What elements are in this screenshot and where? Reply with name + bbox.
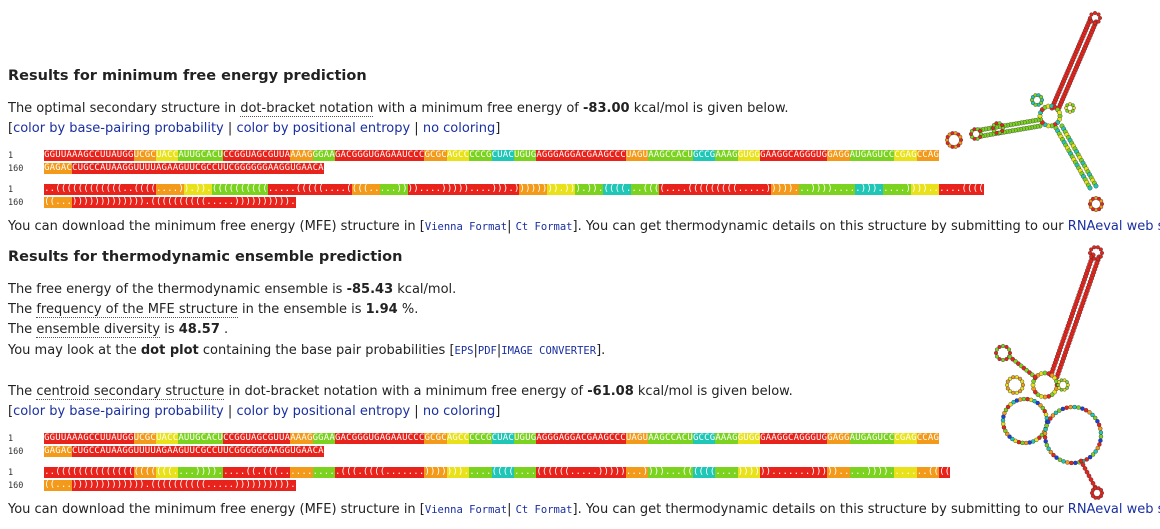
download-text-post: ]. You can get thermodynamic details on … [572,219,1064,234]
centroid-sequence-line-2: GAGACCUGCCAUAAGGUUUUAGAAGUUCGCCUUCGGGGGG… [44,446,324,457]
mfe-seq-num-2: 160 [8,164,24,174]
vienna-format-link[interactable]: Vienna Format [424,221,508,233]
frequency-link[interactable]: frequency of the MFE structure [36,302,238,318]
frequency-mid: in the ensemble is [241,302,362,317]
pdf-link[interactable]: PDF [477,345,497,357]
eps-link[interactable]: EPS [454,345,474,357]
ensemble-diversity-link[interactable]: ensemble diversity [36,322,161,338]
download-text: You can download the minimum free energy… [8,219,425,234]
ensemble-energy-value: -85.43 [346,282,394,297]
bracket-open: [ [8,404,14,419]
mfe-intro-mid: with a minimum free energy of [377,101,579,116]
diversity-mid: is [164,322,175,337]
mfe-dotbracket-line-2: ((...))))))))))))).((((((((((.....))))))… [44,197,296,208]
mfe-structure-drawing[interactable] [940,8,1110,214]
bracket-close: ] [495,404,501,419]
separator: | [473,343,478,358]
dot-bracket-link[interactable]: dot-bracket notation [240,101,374,117]
separator: | [507,219,512,234]
image-converter-link[interactable]: IMAGE CONVERTER [501,345,597,357]
mfe-intro: The optimal secondary structure in dot-b… [8,101,789,117]
centroid-rnaeval-link[interactable]: RNAeval web server [1067,502,1160,517]
ensemble-text: The free energy of the thermodynamic ens… [8,282,343,297]
color-by-probability-link[interactable]: color by base-pairing probability [13,121,224,136]
centroid-link[interactable]: centroid secondary structure [36,384,225,400]
centroid-color-by-probability-link[interactable]: color by base-pairing probability [13,404,224,419]
bracket-close: ] [495,121,501,136]
centroid-intro: The centroid secondary structure in dot-… [8,384,793,400]
mfe-seq-num-1: 1 [8,151,14,161]
separator: | [507,502,512,517]
separator: | [227,121,233,136]
mfe-sequence-line-2: GAGACCUGCCAUAAGGUUUUAGAAGUUCGCCUUCGGGGGG… [44,163,324,174]
centroid-db-num-1: 1 [8,468,14,478]
dotplot-mid: containing the base pair probabilities [ [202,343,455,358]
frequency-post: %. [401,302,419,317]
ct-format-link[interactable]: Ct Format [515,221,573,233]
mfe-sequence-line-1: GGUUAAAGCCUUAUGGUCGCUACCAUUGCACUCCGGUAGC… [44,150,939,161]
centroid-post: kcal/mol is given below. [637,384,793,399]
diversity-text: The [8,322,33,337]
centroid-seq-num-2: 160 [8,447,24,457]
centroid-vienna-format-link[interactable]: Vienna Format [424,504,508,516]
mfe-download-line: You can download the minimum free energy… [8,219,1160,235]
centroid-color-by-entropy-link[interactable]: color by positional entropy [236,404,411,419]
frequency-text: The [8,302,33,317]
mfe-intro-text: The optimal secondary structure in [8,101,237,116]
color-by-entropy-link[interactable]: color by positional entropy [236,121,411,136]
centroid-ct-format-link[interactable]: Ct Format [515,504,573,516]
centroid-seq-num-1: 1 [8,434,14,444]
mfe-heading: Results for minimum free energy predicti… [8,68,367,84]
mfe-db-num-2: 160 [8,198,24,208]
separator: | [414,121,419,136]
separator: | [496,343,502,358]
mfe-frequency-line: The frequency of the MFE structure in th… [8,302,418,318]
centroid-text: The [8,384,33,399]
centroid-sequence-line-1: GGUUAAAGCCUUAUGGUCGCUACCAUUGCACUCCGGUAGC… [44,433,939,444]
mfe-dotbracket-line-1: ..((((((((((((..((((....)).)).((((((((((… [44,184,984,195]
dotplot-text: You may look at the [8,343,137,358]
dotplot-post: ]. [596,343,606,358]
mfe-coloring-options: [color by base-pairing probability | col… [8,121,500,137]
rnaeval-link[interactable]: RNAeval web server [1067,219,1160,234]
mfe-db-num-1: 1 [8,185,14,195]
diversity-post: . [224,322,229,337]
bracket-open: [ [8,121,14,136]
centroid-no-coloring-link[interactable]: no coloring [422,404,496,419]
dot-plot-line: You may look at the dot plot containing … [8,343,605,359]
centroid-dotbracket-line-1: ..(((((((((((((((((((((....)))).....((.(… [44,467,951,478]
centroid-db-num-2: 160 [8,481,24,491]
ensemble-heading: Results for thermodynamic ensemble predi… [8,249,403,265]
no-coloring-link[interactable]: no coloring [422,121,496,136]
mfe-energy-value: -83.00 [583,101,630,116]
separator: | [414,404,419,419]
ensemble-diversity-line: The ensemble diversity is 48.57 . [8,322,228,338]
download-text: You can download the minimum free energy… [8,502,425,517]
centroid-energy-value: -61.08 [587,384,634,399]
centroid-structure-drawing[interactable] [985,245,1110,500]
mfe-intro-post: kcal/mol is given below. [633,101,789,116]
ensemble-free-energy-line: The free energy of the thermodynamic ens… [8,282,456,298]
centroid-coloring-options: [color by base-pairing probability | col… [8,404,500,420]
separator: | [227,404,233,419]
download-text-post: ]. You can get thermodynamic details on … [572,502,1064,517]
ensemble-text-post: kcal/mol. [397,282,457,297]
centroid-download-line: You can download the minimum free energy… [8,502,1160,518]
frequency-value: 1.94 [365,302,398,317]
centroid-mid: in dot-bracket notation with a minimum f… [228,384,584,399]
centroid-dotbracket-line-2: ((...))))))))))))).((((((((((.....))))))… [44,480,296,491]
diversity-value: 48.57 [178,322,220,337]
dotplot-bold: dot plot [140,343,199,358]
